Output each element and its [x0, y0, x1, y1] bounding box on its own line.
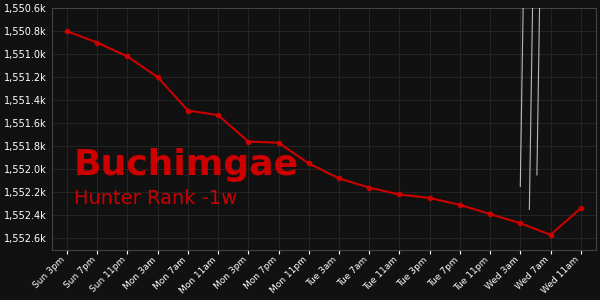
- Text: Hunter Rank -1w: Hunter Rank -1w: [74, 189, 237, 208]
- Text: Buchimgae: Buchimgae: [74, 148, 299, 182]
